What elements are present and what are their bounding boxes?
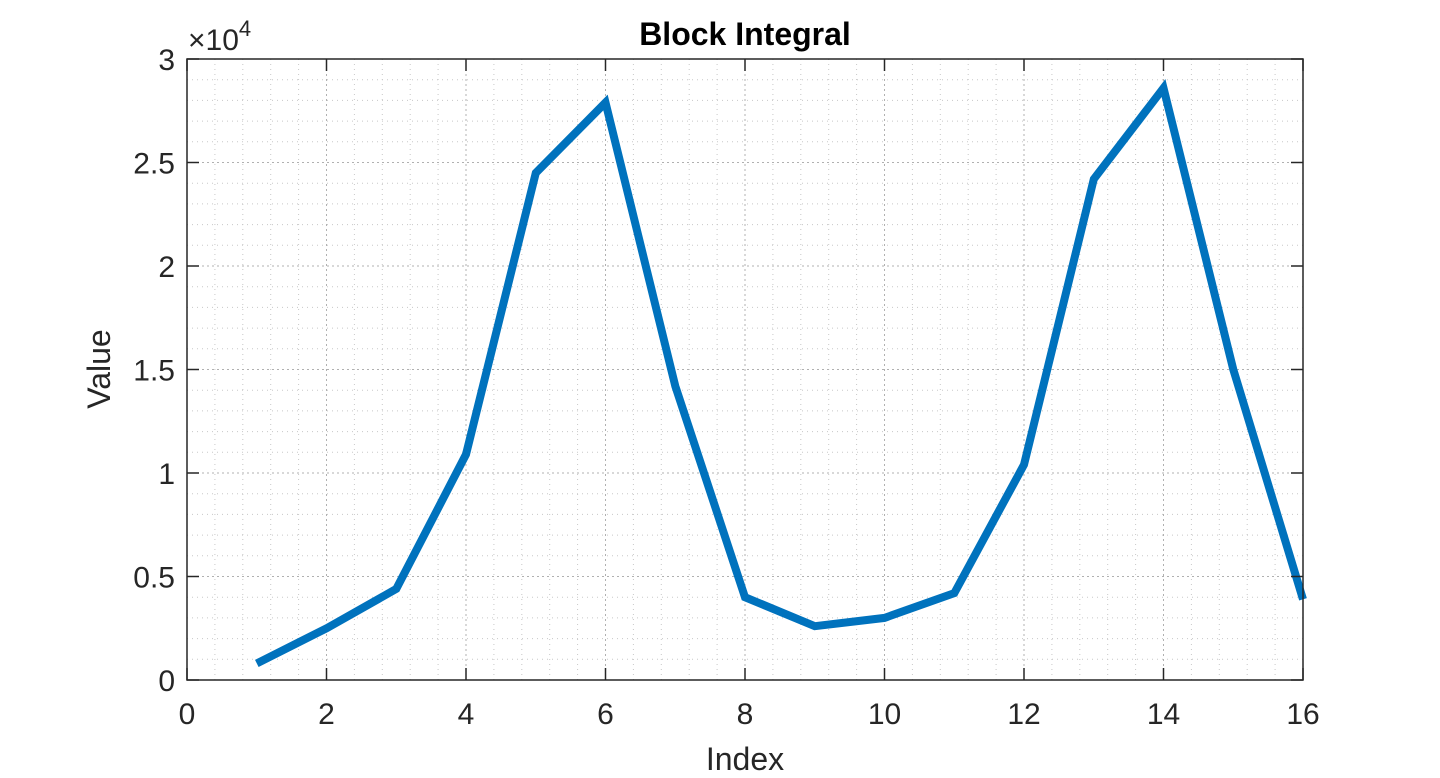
y-tick-label: 1: [158, 458, 175, 491]
x-tick-label: 16: [1286, 698, 1319, 731]
y-tick-labels: 0 0.5 1 1.5 2 2.5 3: [133, 44, 175, 698]
y-exponent-label: ×104: [188, 16, 251, 57]
chart-title: Block Integral: [639, 16, 851, 52]
y-tick-label: 3: [158, 44, 175, 77]
axis-ticks: [186, 58, 1304, 681]
x-tick-label: 4: [458, 698, 475, 731]
series-line: [255, 78, 1307, 667]
y-exponent-base: ×10: [188, 24, 239, 57]
x-tick-label: 8: [737, 698, 754, 731]
x-tick-label: 2: [318, 698, 335, 731]
y-tick-label: 1.5: [133, 355, 175, 388]
y-exponent-power: 4: [239, 16, 251, 41]
y-axis-label: Value: [81, 329, 117, 408]
x-tick-label: 12: [1007, 698, 1040, 731]
y-tick-label: 2: [158, 251, 175, 284]
series-layer: [255, 78, 1307, 667]
y-tick-label: 2.5: [133, 148, 175, 181]
x-tick-label: 14: [1147, 698, 1180, 731]
y-tick-label: 0: [158, 665, 175, 698]
x-tick-label: 10: [868, 698, 901, 731]
x-tick-label: 6: [597, 698, 614, 731]
y-tick-label: 0.5: [133, 562, 175, 595]
x-tick-label: 0: [179, 698, 196, 731]
x-axis-label: Index: [706, 741, 784, 777]
x-tick-labels: 0 2 4 6 8 10 12 14 16: [179, 698, 1320, 731]
